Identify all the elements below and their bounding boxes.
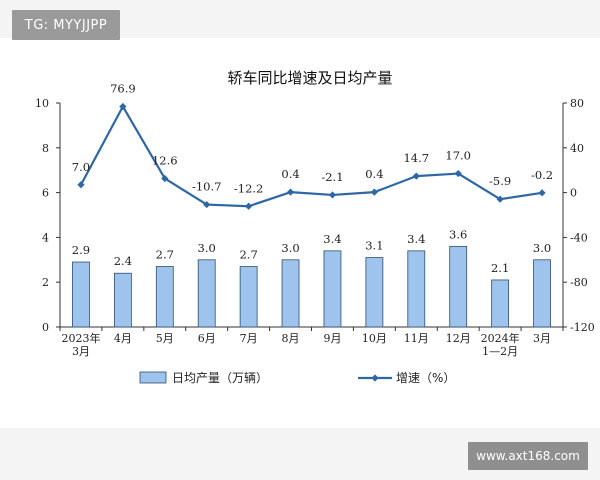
left-tick-label: 8 [42, 142, 49, 155]
x-tick-label: 12月 [446, 332, 471, 345]
chart-legend: 日均产量（万辆） 增速（%） [139, 371, 455, 385]
legend-bar-label: 日均产量（万辆） [172, 371, 268, 385]
line-value-label: 12.6 [152, 153, 178, 167]
bar-value-label: 3.0 [533, 241, 551, 255]
line-point [245, 202, 253, 210]
x-tick-label: 2024年 [481, 331, 520, 345]
line-value-label: -2.1 [321, 170, 343, 184]
bar-value-label: 3.4 [407, 232, 425, 246]
bar-value-label: 2.4 [114, 254, 132, 268]
x-tick-label: 6月 [198, 332, 216, 345]
x-tick-label: 10月 [362, 332, 387, 345]
line-value-label: -12.2 [234, 181, 264, 195]
line-point [538, 189, 546, 197]
line-point [286, 188, 295, 196]
line-value-label: 0.4 [281, 167, 299, 181]
line-point [203, 200, 211, 209]
right-tick-label: 40 [570, 142, 584, 155]
right-tick-label: 80 [570, 97, 584, 110]
bar [281, 259, 300, 328]
line-value-label: -0.2 [531, 168, 553, 182]
left-tick-label: 6 [42, 187, 49, 200]
bar [155, 266, 174, 328]
line-point [328, 191, 337, 199]
line-value-label: -10.7 [192, 180, 222, 194]
line-value-label: 0.4 [365, 167, 383, 181]
x-tick-label: 5月 [156, 332, 174, 345]
left-tick-label: 10 [35, 97, 49, 110]
watermark-site-badge: www.axt168.com [468, 442, 588, 470]
chart-panel [0, 38, 600, 428]
line-point [161, 174, 169, 183]
x-tick-label: 11月 [404, 332, 429, 345]
line-value-label: 17.0 [445, 149, 471, 163]
right-tick-label: 0 [570, 187, 577, 200]
bar-value-label: 3.1 [365, 239, 383, 253]
legend-line-marker [371, 374, 379, 382]
bar-value-label: 3.6 [449, 227, 467, 241]
right-tick-label: -120 [570, 321, 595, 334]
bar-value-label: 3.4 [323, 232, 341, 246]
x-tick-label: 8月 [282, 332, 300, 345]
bar [239, 266, 258, 328]
bar-value-label: 3.0 [198, 241, 216, 255]
bar [449, 245, 468, 328]
bar [533, 259, 551, 328]
bar [72, 261, 90, 328]
bar-value-label: 3.0 [281, 241, 299, 255]
bar-value-label: 2.9 [72, 243, 90, 257]
bar-value-label: 2.7 [239, 248, 257, 262]
x-tick-label: 3月 [533, 332, 551, 345]
line-value-label: 14.7 [403, 151, 429, 165]
line-value-label: 7.0 [72, 160, 90, 174]
legend-bar-swatch [139, 371, 167, 384]
line-value-label: -5.9 [489, 174, 511, 188]
bar [407, 250, 426, 328]
bar [491, 279, 510, 328]
bar [113, 272, 132, 328]
right-tick-label: -40 [570, 231, 588, 244]
right-tick-label: -80 [570, 276, 588, 289]
left-tick-label: 2 [42, 276, 49, 289]
line-point [454, 169, 462, 178]
line-point [370, 188, 378, 196]
x-tick-label: 7月 [240, 332, 258, 345]
legend-line-label: 增速（%） [396, 371, 455, 385]
watermark-tg-badge: TG: MYYJJPP [12, 10, 120, 40]
line-series: 7.0 76.9 12.6 -10.7 -12.2 0.4 -2.1 0.4 14.7 17.0 -… [72, 81, 553, 210]
bar [365, 257, 384, 328]
line-point [496, 195, 504, 203]
line-value-label: 76.9 [110, 81, 136, 95]
x-tick-label: 9月 [323, 332, 341, 345]
x-tick-label: 4月 [114, 332, 132, 345]
line-point [412, 172, 420, 180]
x-tick-label: 3月 [72, 345, 90, 358]
line-point [77, 181, 85, 189]
x-tick-label: 1—2月 [482, 345, 518, 358]
line-point [119, 102, 127, 111]
bar-series: 2.9 2.4 2.7 3.0 2.7 3.0 3.4 3.1 3.4 3.6 2.1 3.0 [72, 227, 551, 328]
bar-value-label: 2.7 [156, 248, 174, 262]
x-tick-label: 2023年 [61, 331, 100, 345]
growth-line [79, 105, 543, 208]
left-tick-label: 0 [42, 321, 49, 334]
bar-value-label: 2.1 [491, 261, 509, 275]
left-tick-label: 4 [42, 231, 49, 244]
bar [197, 259, 216, 328]
chart-title: 轿车同比增速及日均产量 [227, 69, 392, 87]
bar [323, 250, 342, 328]
